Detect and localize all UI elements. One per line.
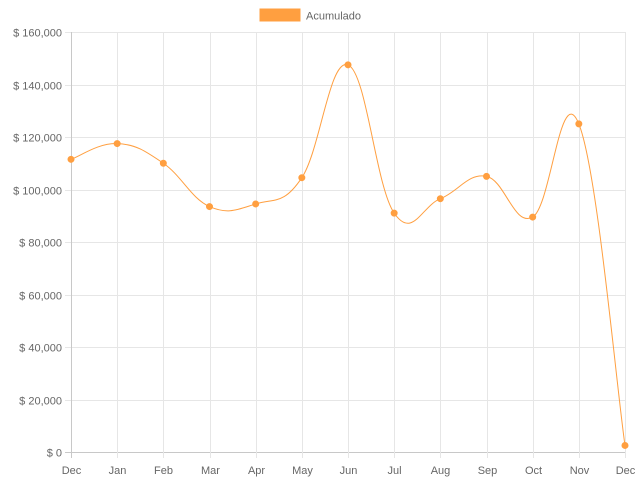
data-point[interactable] <box>113 140 121 148</box>
y-tick-label: $ 80,000 <box>19 238 62 250</box>
y-axis: $ 0 $ 20,000 $ 40,000 $ 60,000 $ 80,000 $ 100… <box>13 28 62 460</box>
series-line <box>70 64 626 446</box>
data-point[interactable] <box>436 195 444 203</box>
x-tick-label: Dec <box>62 465 82 477</box>
x-tick-label: Jul <box>387 465 401 477</box>
data-point[interactable] <box>529 213 537 221</box>
legend-swatch[interactable] <box>259 8 301 22</box>
data-point[interactable] <box>344 61 352 69</box>
y-tick-label: $ 0 <box>47 448 62 460</box>
y-tick-label: $ 60,000 <box>19 291 62 303</box>
grid <box>65 32 626 458</box>
x-tick-label: Oct <box>525 465 542 477</box>
x-axis: Dec Jan Feb Mar Apr May Jun Jul Aug Sep Oct Nov Dec <box>62 465 636 477</box>
series-layer <box>67 61 629 449</box>
legend-label[interactable]: Acumulado <box>306 11 361 23</box>
legend[interactable]: Acumulado <box>259 8 361 23</box>
y-tick-label: $ 40,000 <box>19 343 62 355</box>
x-tick-label: May <box>292 465 313 477</box>
y-tick-label: $ 120,000 <box>13 133 62 145</box>
x-tick-label: Dec <box>616 465 636 477</box>
y-tick-label: $ 100,000 <box>13 186 62 198</box>
data-point[interactable] <box>483 172 490 180</box>
x-tick-label: Jan <box>109 465 127 477</box>
data-point[interactable] <box>206 203 213 211</box>
x-tick-label: Nov <box>570 465 590 477</box>
x-tick-label: Aug <box>431 465 451 477</box>
x-tick-label: Sep <box>478 465 498 477</box>
x-tick-label: Mar <box>201 465 220 477</box>
data-point[interactable] <box>621 441 629 449</box>
data-point[interactable] <box>575 120 583 128</box>
x-tick-label: Feb <box>154 465 173 477</box>
x-tick-label: Jun <box>340 465 358 477</box>
y-tick-label: $ 160,000 <box>13 28 62 40</box>
x-tick-label: Apr <box>248 465 265 477</box>
data-point[interactable] <box>67 155 75 163</box>
y-tick-label: $ 140,000 <box>13 81 62 93</box>
data-point[interactable] <box>298 174 306 182</box>
y-tick-label: $ 20,000 <box>19 396 62 408</box>
data-point[interactable] <box>159 159 167 167</box>
data-point[interactable] <box>252 200 260 208</box>
data-point[interactable] <box>390 209 398 217</box>
